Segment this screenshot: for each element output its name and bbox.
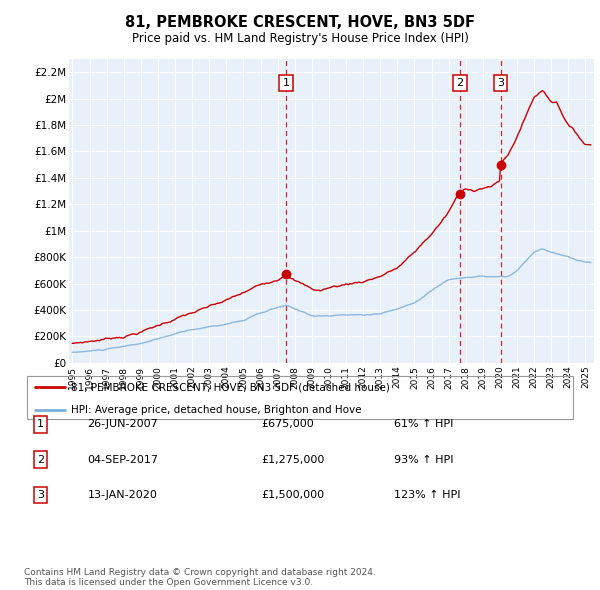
Text: 26-JUN-2007: 26-JUN-2007	[88, 419, 158, 430]
Text: Contains HM Land Registry data © Crown copyright and database right 2024.
This d: Contains HM Land Registry data © Crown c…	[24, 568, 376, 587]
Text: 13-JAN-2020: 13-JAN-2020	[88, 490, 157, 500]
Text: 04-SEP-2017: 04-SEP-2017	[88, 455, 158, 465]
Text: 93% ↑ HPI: 93% ↑ HPI	[394, 455, 454, 465]
Text: Price paid vs. HM Land Registry's House Price Index (HPI): Price paid vs. HM Land Registry's House …	[131, 32, 469, 45]
Text: 2: 2	[37, 455, 44, 465]
Text: HPI: Average price, detached house, Brighton and Hove: HPI: Average price, detached house, Brig…	[71, 405, 361, 415]
Text: 123% ↑ HPI: 123% ↑ HPI	[394, 490, 460, 500]
Text: 61% ↑ HPI: 61% ↑ HPI	[394, 419, 453, 430]
Text: 1: 1	[37, 419, 44, 430]
Text: 3: 3	[37, 490, 44, 500]
Text: £675,000: £675,000	[262, 419, 314, 430]
Text: 2: 2	[457, 78, 464, 88]
Text: 81, PEMBROKE CRESCENT, HOVE, BN3 5DF: 81, PEMBROKE CRESCENT, HOVE, BN3 5DF	[125, 15, 475, 30]
Text: 81, PEMBROKE CRESCENT, HOVE, BN3 5DF (detached house): 81, PEMBROKE CRESCENT, HOVE, BN3 5DF (de…	[71, 382, 390, 392]
Text: 3: 3	[497, 78, 504, 88]
Text: 1: 1	[283, 78, 290, 88]
Text: £1,275,000: £1,275,000	[262, 455, 325, 465]
Text: £1,500,000: £1,500,000	[262, 490, 325, 500]
